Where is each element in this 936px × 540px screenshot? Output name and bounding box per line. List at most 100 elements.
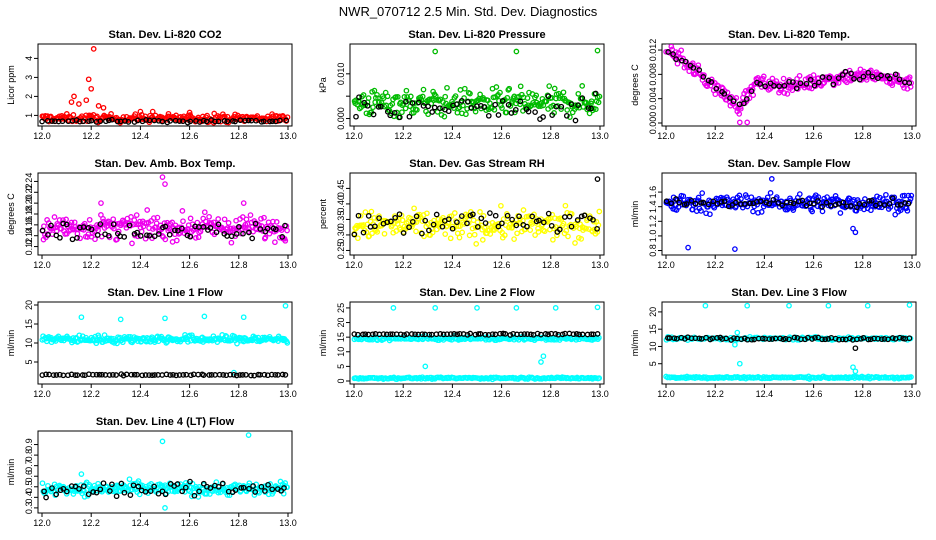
data-point: [247, 212, 254, 218]
y-tick-label: 0.20: [24, 194, 34, 212]
data-point: [848, 203, 854, 209]
data-point: [670, 51, 676, 57]
data-point: [536, 217, 542, 224]
data-point: [43, 371, 49, 378]
x-tick-label: 12.6: [181, 389, 199, 399]
data-point: [581, 212, 588, 219]
data-point: [70, 112, 77, 118]
data-point: [826, 74, 833, 81]
panel-9: Stan. Dev. Line 3 Flow 12.0 12.2 12.4 12.6 12…: [630, 287, 921, 399]
data-point: [151, 233, 158, 240]
data-point: [782, 335, 789, 342]
y-tick-label: 20: [336, 318, 346, 328]
data-point: [137, 218, 143, 225]
y-tick-label: 10: [336, 347, 346, 357]
data-point: [258, 483, 265, 490]
data-point: [253, 226, 260, 233]
data-point: [360, 92, 367, 98]
data-point: [439, 223, 446, 230]
y-tick-label: 0.12: [24, 238, 34, 256]
data-point: [908, 80, 915, 86]
data-point: [260, 118, 267, 125]
data-point: [905, 200, 912, 207]
data-point: [532, 232, 538, 238]
data-point: [370, 104, 376, 111]
y-tick-label: 0.30: [336, 226, 346, 244]
data-point: [211, 110, 218, 117]
data-point: [594, 331, 601, 337]
data-point: [387, 112, 394, 119]
data-point: [283, 117, 290, 124]
y-tick-label: 1.2: [648, 215, 658, 228]
data-point: [203, 491, 210, 497]
data-point: [128, 214, 134, 220]
data-point: [574, 217, 581, 223]
data-point: [45, 232, 51, 238]
data-point: [90, 489, 97, 495]
x-tick-label: 12.2: [82, 131, 100, 141]
x-tick-label: 13.0: [279, 131, 297, 141]
data-point: [133, 221, 139, 228]
data-point: [206, 372, 213, 378]
data-point: [76, 101, 82, 107]
data-point: [60, 217, 66, 223]
data-point: [896, 76, 903, 83]
data-point: [823, 199, 830, 206]
data-point: [878, 72, 884, 79]
data-point: [414, 107, 420, 113]
x-tick-label: 12.6: [493, 260, 511, 270]
y-axis-label: Licor ppm: [6, 65, 16, 105]
data-point: [463, 111, 469, 118]
data-point: [454, 101, 460, 107]
data-point: [887, 204, 894, 210]
data-point: [103, 118, 109, 125]
data-point: [139, 372, 146, 379]
data-point: [866, 198, 873, 204]
data-point: [74, 372, 81, 378]
data-point: [688, 197, 695, 204]
data-point: [579, 83, 586, 89]
y-axis-label: ml/min: [6, 330, 16, 357]
data-point: [182, 484, 189, 491]
x-tick-label: 12.8: [542, 389, 560, 399]
data-point: [529, 213, 536, 220]
data-point: [77, 118, 83, 125]
data-point: [904, 207, 911, 214]
data-point: [162, 236, 169, 243]
data-point: [493, 84, 500, 90]
data-point: [699, 190, 706, 196]
data-point: [78, 314, 85, 321]
data-point: [429, 109, 436, 115]
y-tick-label: 0.000: [336, 107, 346, 130]
data-point: [170, 371, 176, 378]
data-point: [791, 334, 798, 341]
data-point: [908, 192, 915, 199]
data-point: [481, 104, 488, 110]
data-point: [187, 478, 193, 485]
plot-frame: [661, 301, 917, 385]
data-point: [162, 505, 168, 511]
data-point: [390, 305, 397, 311]
data-point: [775, 199, 782, 206]
data-point: [445, 108, 452, 115]
data-point: [832, 335, 839, 342]
data-point: [128, 371, 135, 378]
data-point: [98, 200, 104, 206]
data-point: [221, 118, 228, 124]
data-point: [590, 216, 596, 223]
x-tick-label: 12.8: [854, 260, 872, 270]
data-point: [399, 109, 405, 116]
data-point: [479, 237, 486, 243]
data-point: [850, 364, 856, 371]
data-point: [518, 331, 524, 338]
data-point: [464, 99, 471, 105]
data-point: [134, 229, 140, 236]
data-point: [376, 213, 382, 219]
data-point: [185, 339, 191, 345]
x-tick-label: 12.2: [394, 131, 412, 141]
data-point: [576, 331, 583, 338]
data-point: [471, 231, 478, 238]
plot-frame: [37, 172, 293, 256]
data-point: [902, 200, 908, 206]
data-point: [861, 201, 868, 208]
